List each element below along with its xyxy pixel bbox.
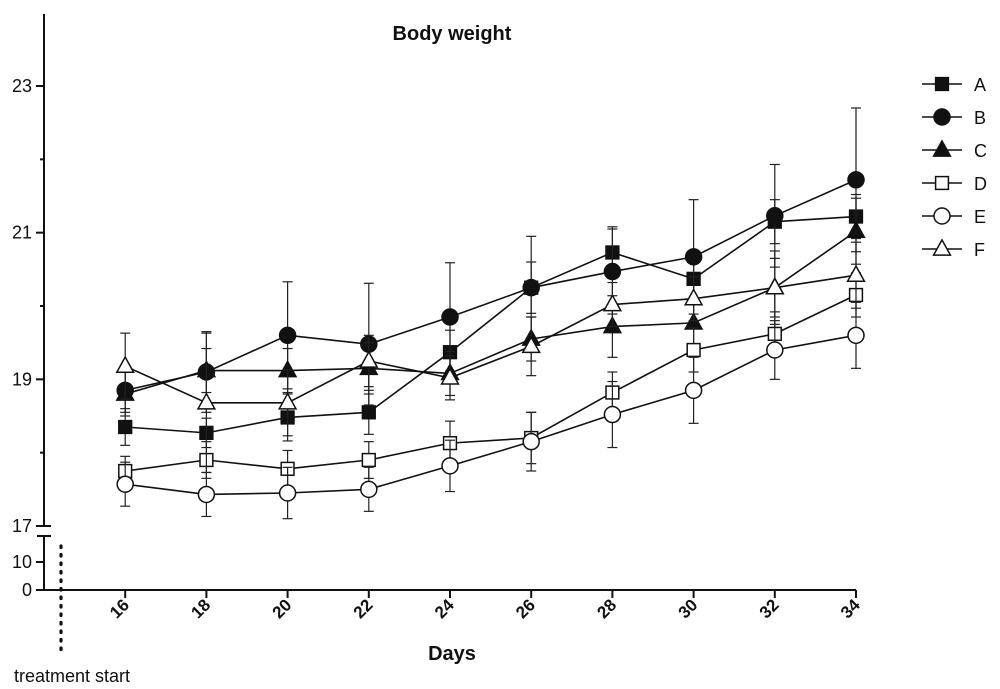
legend-marker bbox=[933, 108, 951, 126]
data-point bbox=[361, 452, 376, 468]
data-point bbox=[766, 207, 784, 225]
legend-marker bbox=[932, 139, 952, 157]
series-C bbox=[115, 197, 866, 417]
series-line bbox=[125, 334, 857, 496]
axes: 17 19 21 23 0 10 16 18 20 22 24 26 28 30 32 34 bbox=[12, 14, 864, 654]
y-tick-label: 19 bbox=[12, 369, 32, 389]
y-tick-label: 23 bbox=[12, 76, 32, 96]
series-line bbox=[125, 179, 857, 392]
data-point bbox=[602, 293, 623, 312]
legend-item-F: F bbox=[922, 238, 985, 260]
y-tick-label: 21 bbox=[12, 223, 32, 243]
legend-item-A: A bbox=[922, 75, 986, 95]
data-point bbox=[116, 475, 134, 493]
x-tick-label: 24 bbox=[431, 595, 458, 622]
data-point bbox=[197, 485, 216, 504]
legend-item-B: B bbox=[922, 108, 986, 128]
series-line bbox=[125, 215, 857, 434]
legend-marker bbox=[933, 207, 951, 225]
legend-marker bbox=[932, 238, 952, 256]
data-point bbox=[766, 341, 784, 359]
data-point bbox=[603, 262, 622, 281]
series-F bbox=[115, 241, 866, 474]
data-point bbox=[847, 171, 865, 189]
chart-title: Body weight bbox=[393, 23, 512, 45]
legend-item-C: C bbox=[922, 139, 987, 161]
data-point bbox=[522, 278, 540, 297]
data-point bbox=[441, 308, 459, 326]
legend-label: A bbox=[974, 75, 986, 95]
data-point bbox=[196, 392, 217, 410]
data-point bbox=[684, 248, 703, 266]
legend-label: D bbox=[974, 174, 987, 194]
series-E bbox=[116, 301, 865, 520]
legend-marker bbox=[934, 175, 950, 191]
x-tick-label: 30 bbox=[675, 595, 702, 622]
data-point bbox=[686, 342, 701, 358]
data-point bbox=[846, 264, 866, 283]
legend-item-E: E bbox=[922, 207, 986, 227]
y-tick-label: 0 bbox=[22, 580, 32, 600]
data-point bbox=[441, 457, 459, 475]
data-point bbox=[359, 350, 379, 368]
data-point bbox=[278, 484, 297, 502]
data-point bbox=[521, 335, 541, 354]
legend-item-D: D bbox=[922, 174, 987, 194]
legend-marker bbox=[934, 76, 950, 92]
x-tick-label: 18 bbox=[187, 595, 214, 622]
data-point bbox=[278, 326, 297, 345]
y-tick-label: 17 bbox=[12, 516, 32, 536]
data-point bbox=[846, 220, 866, 239]
data-point bbox=[683, 287, 704, 306]
legend-label: B bbox=[974, 108, 986, 128]
x-tick-label: 20 bbox=[269, 595, 296, 622]
data-point bbox=[440, 367, 460, 385]
data-point bbox=[522, 432, 540, 451]
series-B bbox=[116, 107, 865, 413]
data-point bbox=[847, 326, 865, 345]
data-point bbox=[684, 381, 703, 400]
data-point bbox=[277, 392, 298, 410]
legend-label: E bbox=[974, 207, 986, 227]
x-tick-label: 16 bbox=[106, 595, 133, 622]
series-layer bbox=[115, 107, 866, 520]
y-tick-label: 10 bbox=[12, 552, 32, 572]
x-tick-label: 34 bbox=[837, 595, 864, 622]
data-point bbox=[361, 405, 376, 420]
x-tick-label: 32 bbox=[756, 595, 783, 622]
series-line bbox=[124, 274, 857, 404]
series-line bbox=[125, 294, 857, 472]
x-tick-label: 28 bbox=[593, 595, 620, 622]
data-point bbox=[765, 276, 785, 295]
data-point bbox=[115, 355, 135, 373]
x-tick-label: 26 bbox=[512, 595, 539, 622]
series-D bbox=[118, 272, 864, 488]
treatment-start-annotation: treatment start bbox=[14, 666, 130, 686]
data-point bbox=[603, 405, 622, 424]
series-line bbox=[124, 230, 857, 395]
x-tick-label: 22 bbox=[350, 595, 377, 622]
legend-label: C bbox=[974, 141, 987, 161]
x-axis-title: Days bbox=[428, 643, 476, 665]
series-A bbox=[118, 193, 864, 449]
data-point bbox=[360, 480, 378, 499]
legend-label: F bbox=[974, 240, 985, 260]
data-point bbox=[118, 419, 133, 435]
